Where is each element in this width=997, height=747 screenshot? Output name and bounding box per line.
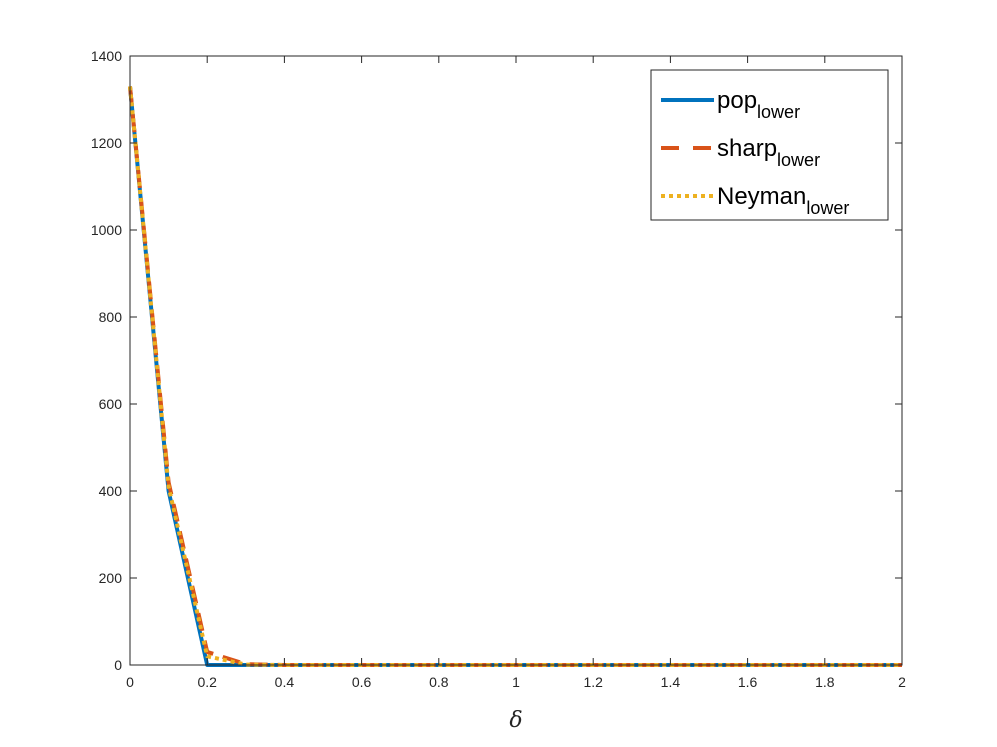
x-tick-label: 1.8 bbox=[815, 674, 835, 690]
x-tick-label: 0.2 bbox=[197, 674, 217, 690]
x-tick-label: 2 bbox=[898, 674, 906, 690]
x-axis-label: δ bbox=[509, 708, 522, 733]
y-tick-label: 1000 bbox=[91, 222, 122, 238]
y-tick-label: 200 bbox=[99, 570, 123, 586]
y-tick-label: 800 bbox=[99, 309, 123, 325]
y-tick-label: 1200 bbox=[91, 135, 122, 151]
legend-label-main: Neyman bbox=[717, 183, 806, 210]
y-tick-label: 600 bbox=[99, 396, 123, 412]
y-tick-label: 0 bbox=[114, 657, 122, 673]
x-tick-label: 0.4 bbox=[275, 674, 295, 690]
legend-label-subscript: lower bbox=[777, 150, 820, 170]
x-tick-label: 1.6 bbox=[738, 674, 758, 690]
y-tick-label: 400 bbox=[99, 483, 123, 499]
x-tick-label: 1.2 bbox=[583, 674, 603, 690]
legend-label-subscript: lower bbox=[757, 102, 800, 122]
y-tick-label: 1400 bbox=[91, 48, 122, 64]
x-tick-label: 1.4 bbox=[661, 674, 681, 690]
x-tick-label: 0 bbox=[126, 674, 134, 690]
legend-label-main: sharp bbox=[717, 135, 777, 162]
x-tick-label: 0.6 bbox=[352, 674, 372, 690]
x-tick-label: 0.8 bbox=[429, 674, 449, 690]
legend-label-main: pop bbox=[717, 87, 757, 114]
axes-layer: 0 0.2 0.4 0.6 0.8 1 1.2 1.4 1.6 1.8 2 0 200 400 600 800… bbox=[91, 48, 906, 690]
legend-label-neyman: Neymanlower bbox=[717, 183, 849, 218]
legend-label-subscript: lower bbox=[806, 198, 849, 218]
x-tick-label: 1 bbox=[512, 674, 520, 690]
legend-label-pop: poplower bbox=[717, 87, 800, 122]
legend-label-sharp: sharplower bbox=[717, 135, 820, 170]
legend-box bbox=[650, 69, 889, 221]
